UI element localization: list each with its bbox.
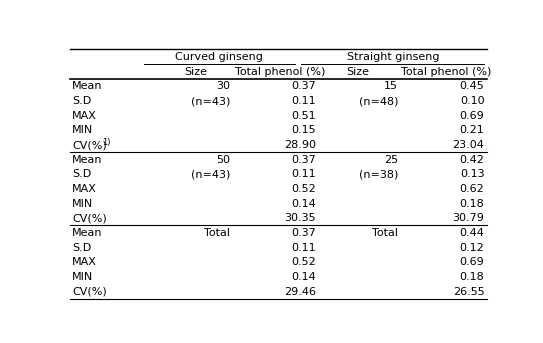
Text: 25: 25 — [384, 155, 398, 165]
Text: 28.90: 28.90 — [284, 140, 316, 150]
Text: Size: Size — [185, 67, 208, 77]
Text: CV(%): CV(%) — [72, 213, 107, 223]
Text: 26.55: 26.55 — [453, 287, 484, 297]
Text: 0.52: 0.52 — [292, 257, 316, 267]
Text: 0.12: 0.12 — [460, 243, 484, 253]
Text: Size: Size — [347, 67, 370, 77]
Text: 0.37: 0.37 — [292, 81, 316, 92]
Text: Total: Total — [372, 228, 398, 238]
Text: (n=38): (n=38) — [359, 169, 398, 179]
Text: 0.51: 0.51 — [292, 111, 316, 121]
Text: 0.13: 0.13 — [460, 169, 484, 179]
Text: MIN: MIN — [72, 272, 93, 282]
Text: 0.15: 0.15 — [292, 126, 316, 135]
Text: 0.18: 0.18 — [460, 199, 484, 209]
Text: Total: Total — [204, 228, 230, 238]
Text: MAX: MAX — [72, 257, 97, 267]
Text: 0.10: 0.10 — [460, 96, 484, 106]
Text: Mean: Mean — [72, 228, 103, 238]
Text: (n=43): (n=43) — [191, 169, 230, 179]
Text: 29.46: 29.46 — [284, 287, 316, 297]
Text: MAX: MAX — [72, 184, 97, 194]
Text: S.D: S.D — [72, 169, 91, 179]
Text: 30.79: 30.79 — [453, 213, 484, 223]
Text: 0.42: 0.42 — [459, 155, 484, 165]
Text: 0.11: 0.11 — [292, 96, 316, 106]
Text: 0.44: 0.44 — [459, 228, 484, 238]
Text: Total phenol (%): Total phenol (%) — [235, 67, 326, 77]
Text: Mean: Mean — [72, 81, 103, 92]
Text: S.D: S.D — [72, 243, 91, 253]
Text: 0.37: 0.37 — [292, 155, 316, 165]
Text: Straight ginseng: Straight ginseng — [347, 52, 439, 62]
Text: 0.11: 0.11 — [292, 169, 316, 179]
Text: 23.04: 23.04 — [453, 140, 484, 150]
Text: 15: 15 — [384, 81, 398, 92]
Text: 0.52: 0.52 — [292, 184, 316, 194]
Text: S.D: S.D — [72, 96, 91, 106]
Text: 50: 50 — [216, 155, 230, 165]
Text: 30: 30 — [216, 81, 230, 92]
Text: MIN: MIN — [72, 126, 93, 135]
Text: Mean: Mean — [72, 155, 103, 165]
Text: 0.18: 0.18 — [460, 272, 484, 282]
Text: Total phenol (%): Total phenol (%) — [401, 67, 492, 77]
Text: 0.14: 0.14 — [292, 199, 316, 209]
Text: 0.14: 0.14 — [292, 272, 316, 282]
Text: 0.69: 0.69 — [460, 111, 484, 121]
Text: MIN: MIN — [72, 199, 93, 209]
Text: (n=48): (n=48) — [359, 96, 398, 106]
Text: CV(%): CV(%) — [72, 140, 107, 150]
Text: 0.69: 0.69 — [460, 257, 484, 267]
Text: 0.21: 0.21 — [460, 126, 484, 135]
Text: 0.37: 0.37 — [292, 228, 316, 238]
Text: 0.11: 0.11 — [292, 243, 316, 253]
Text: (n=43): (n=43) — [191, 96, 230, 106]
Text: 1): 1) — [103, 138, 111, 147]
Text: 0.45: 0.45 — [460, 81, 484, 92]
Text: CV(%): CV(%) — [72, 287, 107, 297]
Text: Curved ginseng: Curved ginseng — [175, 52, 263, 62]
Text: 30.35: 30.35 — [285, 213, 316, 223]
Text: MAX: MAX — [72, 111, 97, 121]
Text: 0.62: 0.62 — [460, 184, 484, 194]
